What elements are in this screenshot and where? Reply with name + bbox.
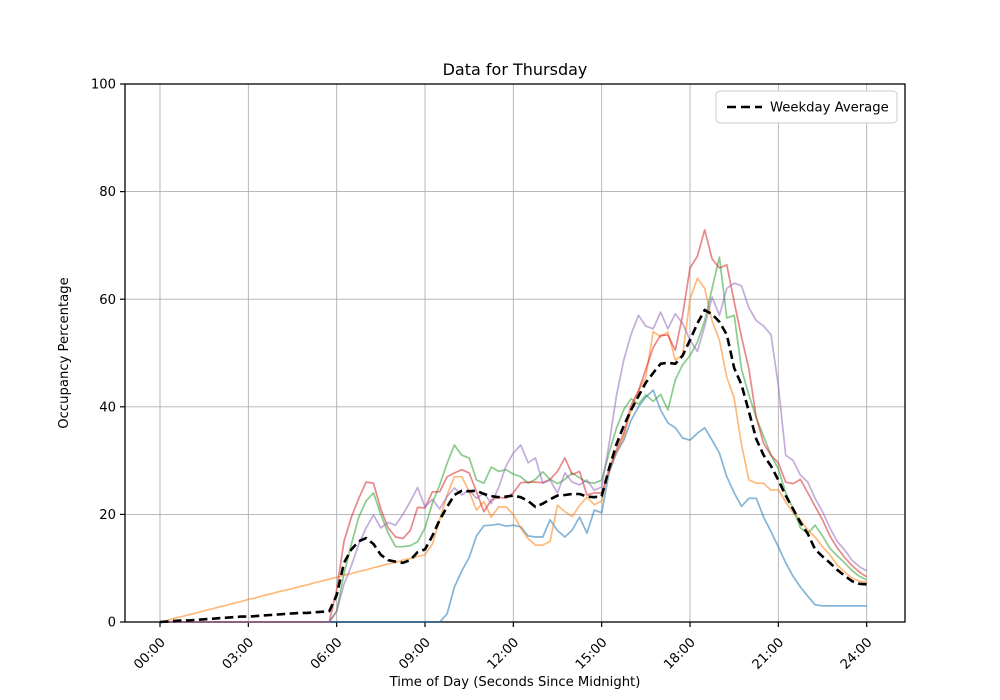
- x-tick-label-09:00: 09:00: [396, 635, 433, 672]
- y-tick-label-60: 60: [99, 293, 116, 308]
- legend-label: Weekday Average: [770, 101, 889, 116]
- y-tick-label-100: 100: [91, 78, 116, 93]
- x-tick-label-21:00: 21:00: [750, 635, 787, 672]
- y-tick-label-20: 20: [99, 508, 116, 523]
- tick-layer: 00:00 03:00 06:00 09:00 12:00 15:00 18:00 21:00…: [91, 78, 876, 673]
- x-tick-label-15:00: 15:00: [573, 635, 610, 672]
- x-tick-label-00:00: 00:00: [131, 635, 168, 672]
- x-tick-label-12:00: 12:00: [485, 635, 522, 672]
- legend-box: [715, 90, 898, 124]
- x-axis-label: Time of Day (Seconds Since Midnight): [389, 675, 641, 690]
- x-tick-label-06:00: 06:00: [308, 635, 345, 672]
- y-tick-label-0: 0: [108, 616, 116, 631]
- x-tick-label-24:00: 24:00: [838, 635, 875, 672]
- series-line-series-purple: [160, 282, 868, 623]
- series-line-series-orange: [159, 277, 867, 623]
- plot-border: [124, 83, 906, 623]
- x-tick-label-18:00: 18:00: [661, 635, 698, 672]
- chart-title: Data for Thursday: [443, 60, 588, 79]
- grid-layer: [125, 83, 905, 622]
- y-tick-label-40: 40: [99, 400, 116, 415]
- legend: Weekday Average: [715, 90, 898, 124]
- series-layer: [159, 228, 868, 624]
- y-axis-label: Occupancy Percentage: [57, 277, 72, 428]
- y-tick-label-80: 80: [99, 185, 116, 200]
- series-line-weekday-average: [159, 308, 867, 624]
- x-tick-label-03:00: 03:00: [220, 635, 257, 672]
